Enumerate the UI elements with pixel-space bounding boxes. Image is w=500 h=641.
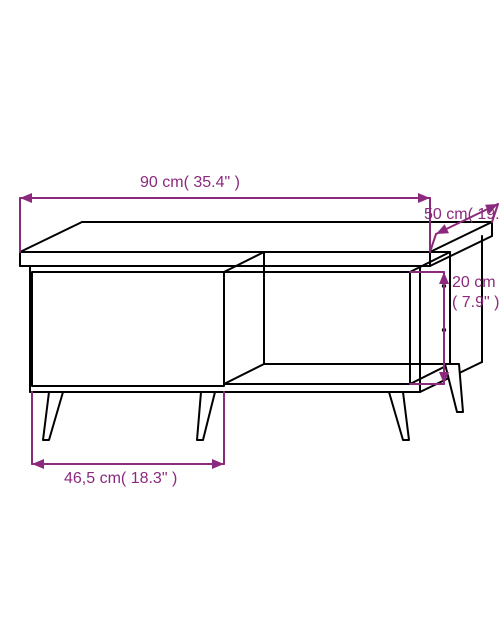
dim-depth-top: 50 cm( 19. <box>424 206 500 224</box>
dim-width-top: 90 cm( 35.4" ) <box>140 174 240 192</box>
diagram-svg <box>0 0 500 641</box>
dim-open-h-in: ( 7.9" ) <box>452 294 499 312</box>
dim-door-width: 46,5 cm( 18.3" ) <box>64 470 177 488</box>
dim-open-h-cm: 20 cm <box>452 274 496 292</box>
